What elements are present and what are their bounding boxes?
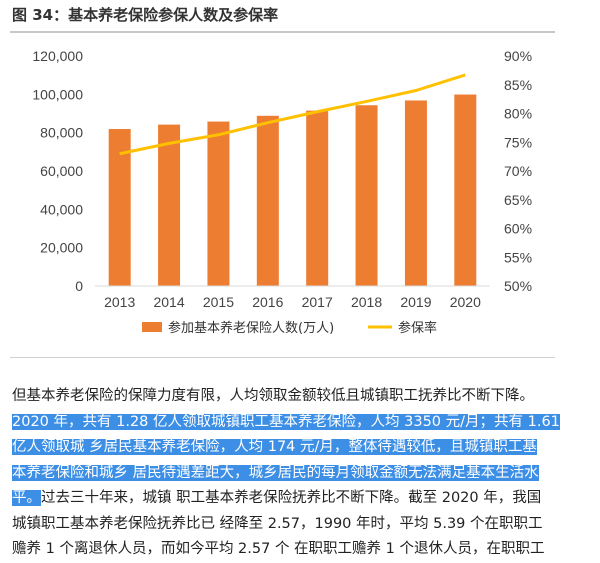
left-axis-ticks: 0 20,000 40,000 60,000 80,000 100,000 120,000 <box>32 48 83 294</box>
left-tick-label: 60,000 <box>40 163 83 179</box>
title-divider <box>10 31 555 33</box>
figure-bottom-divider <box>10 357 555 358</box>
bar-2013 <box>108 129 131 286</box>
highlighted-text-2: 亿人领取城 乡居民基本养老保险，人均 174 元/月，整体待遇较低，且城镇职工基 <box>12 439 537 455</box>
left-tick-label: 80,000 <box>40 125 83 141</box>
rate-line <box>119 73 466 156</box>
right-tick-label: 65% <box>504 192 532 208</box>
article-body: 但基本养老保险的保障力度有限，人均领取金额较低且城镇职工抚养比不断下降。 202… <box>12 384 586 563</box>
left-tick-label: 100,000 <box>32 86 83 102</box>
bar-2016 <box>256 115 279 286</box>
bar-series <box>108 94 477 287</box>
body-line-2: 2020 年，共有 1.28 亿人领取城镇职工基本养老保险，人均 3350 元/… <box>12 410 586 436</box>
body-line-1: 但基本养老保险的保障力度有限，人均领取金额较低且城镇职工抚养比不断下降。 <box>12 388 534 404</box>
highlighted-text-1: 2020 年，共有 1.28 亿人领取城镇职工基本养老保险，人均 3350 元/… <box>12 413 560 430</box>
left-tick-label: 20,000 <box>40 240 83 256</box>
highlighted-text-3: 本养老保险和城乡 居民待遇差距大，城乡居民的每月领取金额无法满足基本生活水 <box>12 464 539 481</box>
right-tick-label: 80% <box>504 106 532 122</box>
bar-2018 <box>355 105 378 286</box>
combo-chart: 020,00040,00060,00080,000100,000120,000 … <box>32 48 532 336</box>
legend: 参加基本养老保险人数(万人) 参保率 <box>142 320 437 336</box>
legend-label-line: 参保率 <box>398 320 437 336</box>
x-axis-ticks: 2013 2014 2015 2016 2017 2018 2019 2020 <box>104 294 481 310</box>
body-line-5: 平。过去三十年来，城镇 职工基本养老保险抚养比不断下降。截至 2020 年，我国 <box>12 486 586 512</box>
body-line-6: 城镇职工基本养老保险抚养比已 经降至 2.57，1990 年时，平均 5.39 … <box>12 515 543 532</box>
body-line-7: 赡养 1 个离退休人员，而如今平均 2.57 个 在职职工赡养 1 个退休人员，… <box>12 541 545 557</box>
bar-2014 <box>158 124 181 286</box>
bar-2015 <box>207 121 230 286</box>
x-tick-label: 2016 <box>252 294 283 310</box>
bar-2019 <box>404 100 427 286</box>
right-tick-label: 70% <box>504 163 532 179</box>
left-tick-label: 40,000 <box>40 201 83 217</box>
x-tick-label: 2019 <box>400 294 431 310</box>
right-tick-label: 90% <box>504 48 532 64</box>
x-tick-label: 2017 <box>302 294 333 310</box>
figure-title: 图 34：基本养老保险参保人数及参保率 <box>12 6 279 24</box>
x-tick-label: 2018 <box>351 294 382 310</box>
x-tick-label: 2014 <box>153 294 184 310</box>
x-tick-label: 2020 <box>450 294 481 310</box>
right-tick-label: 60% <box>504 221 532 237</box>
left-tick-label: 120,000 <box>32 48 83 64</box>
bar-2017 <box>306 110 329 286</box>
highlighted-text-4: 平。 <box>12 490 41 506</box>
right-tick-label: 75% <box>504 134 532 150</box>
bar-2020 <box>454 94 477 287</box>
left-tick-label: 0 <box>75 278 83 294</box>
right-tick-label: 50% <box>504 278 532 294</box>
right-axis-ticks: 50% 55% 60% 65% 70% 75% 80% 85% 90% <box>504 48 532 294</box>
x-tick-label: 2015 <box>203 294 234 310</box>
body-line-4: 本养老保险和城乡 居民待遇差距大，城乡居民的每月领取金额无法满足基本生活水 <box>12 461 586 487</box>
right-tick-label: 55% <box>504 249 532 265</box>
right-tick-label: 85% <box>504 77 532 93</box>
legend-label-bar: 参加基本养老保险人数(万人) <box>168 320 334 336</box>
x-tick-label: 2013 <box>104 294 135 310</box>
body-line-3: 亿人领取城 乡居民基本养老保险，人均 174 元/月，整体待遇较低，且城镇职工基 <box>12 435 586 461</box>
body-line-5-rest: 过去三十年来，城镇 职工基本养老保险抚养比不断下降。截至 2020 年，我国 <box>41 490 542 506</box>
legend-swatch-bar <box>142 322 162 332</box>
